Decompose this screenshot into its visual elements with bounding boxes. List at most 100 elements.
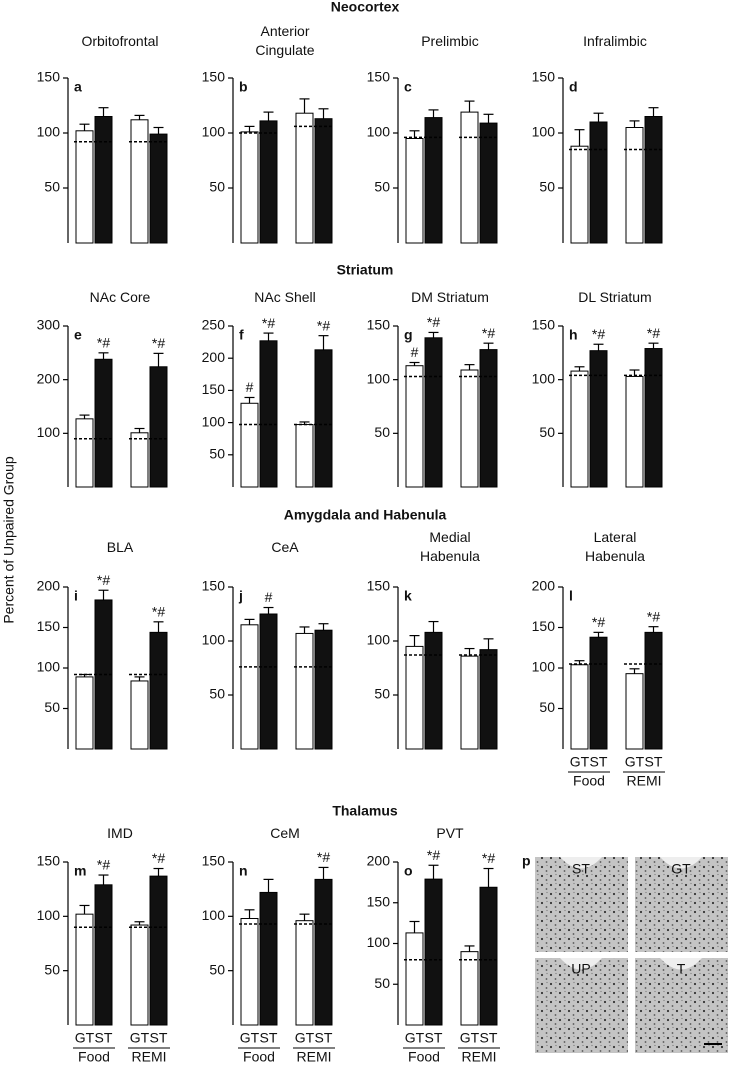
bar bbox=[424, 631, 443, 750]
micrograph bbox=[535, 958, 628, 1053]
y-tick-label: 100 bbox=[37, 907, 61, 923]
x-tick-label: ST bbox=[150, 1030, 168, 1046]
bar bbox=[94, 884, 113, 1026]
panel-letter: n bbox=[239, 863, 248, 879]
y-tick-label: 100 bbox=[532, 659, 556, 675]
y-tick-label: 100 bbox=[202, 413, 226, 429]
section-title: Striatum bbox=[337, 262, 394, 278]
panel-letter: g bbox=[404, 327, 413, 343]
micrographs: p ST GT UP T bbox=[522, 853, 728, 1053]
significance-label: *# bbox=[152, 604, 165, 620]
panel-title: CeA bbox=[271, 538, 299, 555]
significance-label: *# bbox=[427, 847, 440, 863]
significance-label: *# bbox=[97, 335, 110, 351]
y-tick-label: 150 bbox=[367, 578, 391, 594]
significance-label: *# bbox=[647, 608, 660, 624]
y-tick-label: 200 bbox=[367, 853, 391, 869]
bar bbox=[295, 112, 314, 244]
significance-label: # bbox=[265, 589, 273, 605]
panel-letter: o bbox=[404, 863, 413, 879]
bar bbox=[460, 369, 479, 488]
bar bbox=[130, 119, 149, 244]
significance-label: *# bbox=[592, 326, 605, 342]
bar bbox=[479, 349, 498, 488]
x-tick-label: GT bbox=[405, 1030, 425, 1046]
y-tick-label: 50 bbox=[539, 179, 555, 195]
panel-title: Orbitofrontal bbox=[81, 32, 159, 49]
significance-label: *# bbox=[317, 317, 330, 333]
panel-title: Infralimbic bbox=[583, 32, 647, 49]
group-label: Food bbox=[78, 1049, 110, 1065]
micrograph bbox=[635, 958, 728, 1053]
x-tick-label: ST bbox=[260, 1030, 278, 1046]
bar bbox=[625, 375, 644, 488]
significance-label: *# bbox=[647, 325, 660, 341]
bar bbox=[149, 875, 168, 1026]
significance-label: *# bbox=[482, 850, 495, 866]
bar bbox=[130, 432, 149, 488]
bar bbox=[570, 664, 589, 750]
bar bbox=[479, 122, 498, 244]
group-label: REMI bbox=[297, 1049, 332, 1065]
bar bbox=[405, 365, 424, 488]
y-tick-label: 200 bbox=[37, 370, 61, 386]
bar bbox=[460, 111, 479, 244]
significance-label: *# bbox=[152, 850, 165, 866]
bar bbox=[424, 117, 443, 244]
micrograph-label: T bbox=[677, 961, 686, 977]
panel-letter: j bbox=[238, 588, 243, 604]
section-title: Neocortex bbox=[331, 0, 400, 15]
bar bbox=[259, 120, 278, 244]
x-tick-label: GT bbox=[625, 754, 645, 770]
y-tick-label: 50 bbox=[539, 699, 555, 715]
bar bbox=[75, 913, 94, 1026]
micrograph-label: UP bbox=[571, 961, 590, 977]
panel-title: DM Striatum bbox=[411, 288, 489, 305]
y-tick-label: 150 bbox=[532, 69, 556, 85]
section-title: Amygdala and Habenula bbox=[284, 507, 447, 523]
bar bbox=[75, 130, 94, 244]
significance-label: *# bbox=[592, 614, 605, 630]
micrograph bbox=[635, 857, 728, 952]
panel-letter: k bbox=[404, 588, 412, 604]
y-tick-label: 100 bbox=[202, 632, 226, 648]
micrograph-label: ST bbox=[572, 861, 590, 877]
bar bbox=[625, 127, 644, 244]
x-tick-label: GT bbox=[75, 1030, 95, 1046]
y-tick-label: 150 bbox=[367, 893, 391, 909]
bar bbox=[570, 370, 589, 488]
bar bbox=[405, 138, 424, 244]
y-tick-label: 50 bbox=[374, 975, 390, 991]
bar bbox=[644, 348, 663, 488]
bar bbox=[149, 366, 168, 488]
bar bbox=[75, 418, 94, 488]
bar bbox=[240, 131, 259, 244]
ventricle bbox=[560, 958, 602, 970]
y-tick-label: 100 bbox=[367, 934, 391, 950]
bar bbox=[75, 676, 94, 750]
panel-title: IMD bbox=[107, 824, 133, 841]
y-tick-label: 50 bbox=[209, 686, 225, 702]
group-label: Food bbox=[573, 773, 605, 789]
group-label: Food bbox=[243, 1049, 275, 1065]
panel-title: NAc Core bbox=[89, 288, 151, 305]
group-label: Food bbox=[408, 1049, 440, 1065]
bar bbox=[314, 878, 333, 1026]
ventricle bbox=[660, 958, 702, 970]
x-tick-label: ST bbox=[95, 1030, 113, 1046]
y-tick-label: 150 bbox=[202, 853, 226, 869]
y-tick-label: 100 bbox=[367, 632, 391, 648]
x-tick-label: GT bbox=[130, 1030, 150, 1046]
y-tick-label: 300 bbox=[37, 317, 61, 333]
panel-letter: e bbox=[74, 327, 82, 343]
bar bbox=[240, 402, 259, 488]
significance-label: # bbox=[246, 379, 254, 395]
y-tick-label: 150 bbox=[37, 618, 61, 634]
significance-label: *# bbox=[317, 849, 330, 865]
y-tick-label: 50 bbox=[44, 699, 60, 715]
panel-letter: p bbox=[522, 853, 531, 869]
y-tick-label: 200 bbox=[37, 578, 61, 594]
y-tick-label: 100 bbox=[532, 370, 556, 386]
y-tick-label: 100 bbox=[367, 370, 391, 386]
